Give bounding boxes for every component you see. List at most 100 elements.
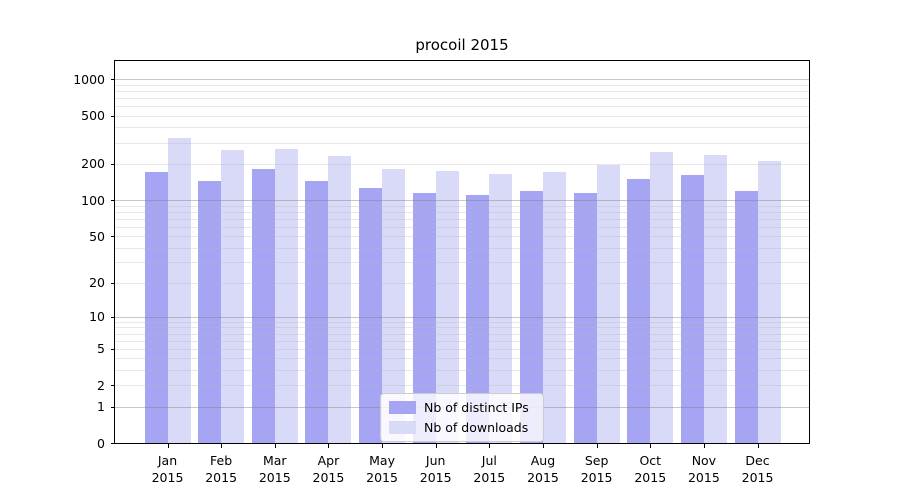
y-tick-label-20: 20 xyxy=(89,275,105,291)
x-tick-may xyxy=(382,444,384,448)
y-tick-20 xyxy=(111,282,115,284)
bar-nb-of-distinct-ips-oct xyxy=(627,178,651,443)
y-tick-1000 xyxy=(111,79,115,81)
y-tick-100 xyxy=(111,200,115,202)
gridline-minor-30 xyxy=(115,262,809,264)
bar-nb-of-distinct-ips-sep xyxy=(573,192,597,443)
legend: Nb of distinct IPs Nb of downloads xyxy=(380,393,544,442)
gridline-minor-50 xyxy=(115,236,809,238)
bar-nb-of-downloads-aug xyxy=(542,172,566,443)
bar-nb-of-distinct-ips-may xyxy=(359,188,383,443)
gridline-minor-5 xyxy=(115,348,809,350)
plot-area: 0 1 2 5 10 20 50 100 200 500 1000 Jan 2015 Feb 2015 M… xyxy=(73,60,810,485)
x-tick-label-mar: Mar 2015 xyxy=(258,453,291,485)
y-tick-5 xyxy=(111,348,115,350)
x-tick-jul xyxy=(489,444,491,448)
x-tick-dec xyxy=(757,444,759,448)
y-tick-label-0: 0 xyxy=(97,435,105,451)
gridline-minor-8 xyxy=(115,327,809,329)
bar-nb-of-downloads-apr xyxy=(328,156,352,443)
bar-nb-of-distinct-ips-jan xyxy=(144,172,168,443)
gridline-major-10 xyxy=(115,316,809,318)
x-tick-feb xyxy=(221,444,223,448)
gridline-minor-200 xyxy=(115,163,809,165)
y-tick-10 xyxy=(111,316,115,318)
legend-swatch-nb-of-downloads xyxy=(389,421,416,434)
bar-nb-of-distinct-ips-mar xyxy=(251,169,275,443)
bar-nb-of-downloads-feb xyxy=(221,149,245,443)
x-tick-label-dec: Dec 2015 xyxy=(741,453,774,485)
gridline-minor-7 xyxy=(115,333,809,335)
x-tick-label-nov: Nov 2015 xyxy=(687,453,720,485)
x-tick-apr xyxy=(328,444,330,448)
y-tick-1 xyxy=(111,406,115,408)
x-tick-label-oct: Oct 2015 xyxy=(634,453,667,485)
y-tick-200 xyxy=(111,163,115,165)
bar-nb-of-distinct-ips-aug xyxy=(519,190,543,443)
bar-nb-of-distinct-ips-apr xyxy=(305,181,329,443)
x-tick-label-feb: Feb 2015 xyxy=(205,453,238,485)
bar-nb-of-downloads-may xyxy=(382,168,406,443)
legend-label: Nb of downloads xyxy=(424,420,529,435)
gridline-major-1000 xyxy=(115,79,809,81)
gridline-minor-900 xyxy=(115,84,809,86)
gridline-minor-4 xyxy=(115,358,809,360)
y-tick-label-100: 100 xyxy=(81,192,105,208)
gridline-minor-800 xyxy=(115,91,809,93)
x-tick-jan xyxy=(167,444,169,448)
gridline-minor-400 xyxy=(115,127,809,129)
gridline-minor-70 xyxy=(115,218,809,220)
gridline-minor-2 xyxy=(115,385,809,387)
gridline-minor-90 xyxy=(115,205,809,207)
bar-nb-of-downloads-mar xyxy=(274,148,298,443)
x-tick-label-aug: Aug 2015 xyxy=(527,453,559,485)
gridline-minor-300 xyxy=(115,142,809,144)
x-tick-label-jul: Jul 2015 xyxy=(473,453,506,485)
y-tick-label-1000: 1000 xyxy=(73,71,105,87)
chart-title: procoil 2015 xyxy=(415,36,509,54)
bar-nb-of-downloads-sep xyxy=(596,164,620,443)
legend-swatch-nb-of-distinct-ips xyxy=(389,401,416,414)
x-tick-aug xyxy=(542,444,544,448)
x-tick-jun xyxy=(435,444,437,448)
bar-nb-of-distinct-ips-feb xyxy=(198,180,222,443)
bar-nb-of-downloads-jan xyxy=(167,137,191,443)
bar-nb-of-downloads-jun xyxy=(435,171,459,443)
gridline-minor-40 xyxy=(115,247,809,249)
gridline-minor-500 xyxy=(115,115,809,117)
gridline-minor-700 xyxy=(115,98,809,100)
bar-nb-of-distinct-ips-nov xyxy=(680,175,704,443)
bar-nb-of-distinct-ips-jul xyxy=(466,195,490,443)
gridline-major-100 xyxy=(115,200,809,202)
y-tick-label-50: 50 xyxy=(89,228,105,244)
legend-item-nb-of-downloads: Nb of downloads xyxy=(389,420,534,435)
x-tick-label-sep: Sep 2015 xyxy=(580,453,613,485)
gridline-minor-60 xyxy=(115,226,809,228)
y-tick-label-1: 1 xyxy=(97,399,105,414)
x-tick-mar xyxy=(274,444,276,448)
legend-item-nb-of-distinct-ips: Nb of distinct IPs xyxy=(389,400,534,415)
bar-nb-of-distinct-ips-jun xyxy=(412,192,436,443)
x-tick-label-apr: Apr 2015 xyxy=(312,453,345,485)
gridline-minor-3 xyxy=(115,370,809,372)
x-tick-sep xyxy=(596,444,598,448)
gridline-minor-600 xyxy=(115,106,809,108)
x-tick-oct xyxy=(650,444,652,448)
bar-nb-of-downloads-jul xyxy=(489,173,513,443)
y-tick-label-5: 5 xyxy=(97,341,105,357)
legend-label: Nb of distinct IPs xyxy=(424,400,529,415)
x-tick-label-jan: Jan 2015 xyxy=(151,453,184,485)
x-tick-nov xyxy=(703,444,705,448)
y-tick-label-200: 200 xyxy=(81,156,105,172)
bar-nb-of-downloads-dec xyxy=(757,161,781,443)
y-tick-50 xyxy=(111,236,115,238)
gridline-minor-80 xyxy=(115,211,809,213)
x-tick-label-may: May 2015 xyxy=(366,453,398,485)
y-tick-label-2: 2 xyxy=(97,377,105,393)
x-tick-label-jun: Jun 2015 xyxy=(419,453,452,485)
y-tick-label-500: 500 xyxy=(81,108,105,124)
gridline-minor-6 xyxy=(115,340,809,342)
y-tick-0 xyxy=(111,443,115,444)
gridline-minor-20 xyxy=(115,282,809,284)
